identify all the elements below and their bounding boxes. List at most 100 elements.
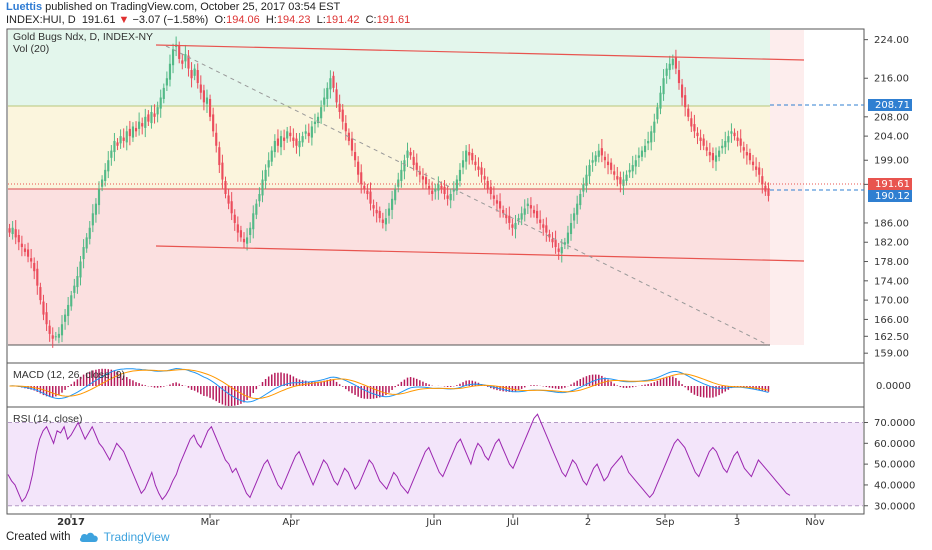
candle-body [122,137,125,141]
candle-body [246,237,249,244]
candle-body [446,195,449,199]
candle-body [702,138,705,146]
time-tick-label: Sep [656,517,675,528]
candle-body [307,132,310,137]
candle-body [755,166,758,170]
candle-body [536,210,539,219]
candle-body [597,150,600,157]
candle-body [428,185,431,190]
candlestick-series [8,36,770,348]
candle-body [249,227,252,235]
time-tick-label: 2017 [57,517,85,528]
candle-body [73,285,76,293]
macd-tick-label: 0.0000 [876,381,911,392]
candle-body [378,210,381,219]
candle-body [273,140,276,153]
candle-body [165,78,168,86]
price-tick-label: 199.00 [874,156,909,167]
candle-body [159,97,162,109]
price-label-badge-190: 190.12 [868,190,912,202]
candle-body [434,189,437,192]
price-change: −3.07 (−1.58%) [132,14,209,26]
candle-body [696,132,699,137]
candle-body [261,179,264,196]
candle-body [381,219,384,223]
candle-body [647,140,650,144]
price-label-text: 191.61 [875,179,910,190]
candle-body [230,201,233,214]
candle-body [480,167,483,175]
candle-body [20,243,23,248]
candle-body [387,208,391,216]
candle-body [758,167,761,175]
candle-body [51,335,54,339]
close-label: C: [365,14,377,26]
candle-body [665,68,668,76]
candle-body [523,208,526,215]
candle-body [79,261,82,278]
candle-body [736,137,739,141]
created-with-text: Created with [6,531,71,543]
candle-body [332,75,335,88]
candle-body [141,123,144,127]
time-tick-label: Nov [805,517,825,528]
candle-body [714,155,718,162]
candle-body [295,138,298,146]
signal-line [9,369,769,400]
candle-body [39,287,42,301]
candle-body [171,49,175,66]
candle-body [187,55,190,69]
candle-body [138,121,141,129]
candle-body [57,333,60,338]
low-value: 191.42 [325,14,360,26]
candle-body [739,138,742,146]
candle-body [94,203,98,215]
candle-body [320,107,323,119]
candle-body [360,172,363,185]
main-pane: Gold Bugs Ndx, D, INDEX-NY Vol (20) 224.… [6,28,912,364]
candle-body [48,325,51,334]
candle-body [643,145,647,153]
candle-body [279,136,283,148]
rsi-tick-label: 70.0000 [874,418,915,429]
candle-body [409,152,412,156]
candle-body [514,222,517,230]
candle-body [705,147,708,151]
candle-body [625,174,628,181]
candle-body [418,171,421,175]
author-link[interactable]: Luettis [6,1,43,13]
candle-body [264,169,267,181]
candle-body [751,161,755,166]
candle-body [45,312,48,325]
price-label-bg [868,99,912,111]
tradingview-logo[interactable]: TradingView [79,530,170,544]
candle-body [471,153,474,161]
candle-body [168,63,172,80]
candle-body [270,150,273,162]
candle-body [70,295,73,307]
trend-dashed-line [165,45,769,346]
candle-body [690,118,693,127]
candle-body [153,113,156,117]
candle-body [588,165,591,177]
candle-body [498,201,502,209]
candle-body [508,215,511,223]
rsi-tick-label: 50.0000 [874,460,915,471]
low-label: L: [316,14,326,26]
time-axis: 2017 Mar Apr Jun Jul 2 Sep 3 Nov [7,513,864,528]
candle-body [505,214,508,219]
candle-body [116,142,119,146]
candle-body [742,147,745,151]
candle-body [767,189,770,196]
candle-body [674,56,677,69]
candle-body [144,116,147,128]
candle-body [637,155,640,158]
candle-body [97,189,101,206]
chart-canvas[interactable]: Gold Bugs Ndx, D, INDEX-NY Vol (20) 224.… [0,0,932,528]
candle-body [619,177,622,185]
candle-body [239,230,242,238]
time-tick-label: 2 [585,517,591,528]
candle-body [684,95,687,108]
candle-body [613,171,616,175]
candle-body [366,190,369,194]
